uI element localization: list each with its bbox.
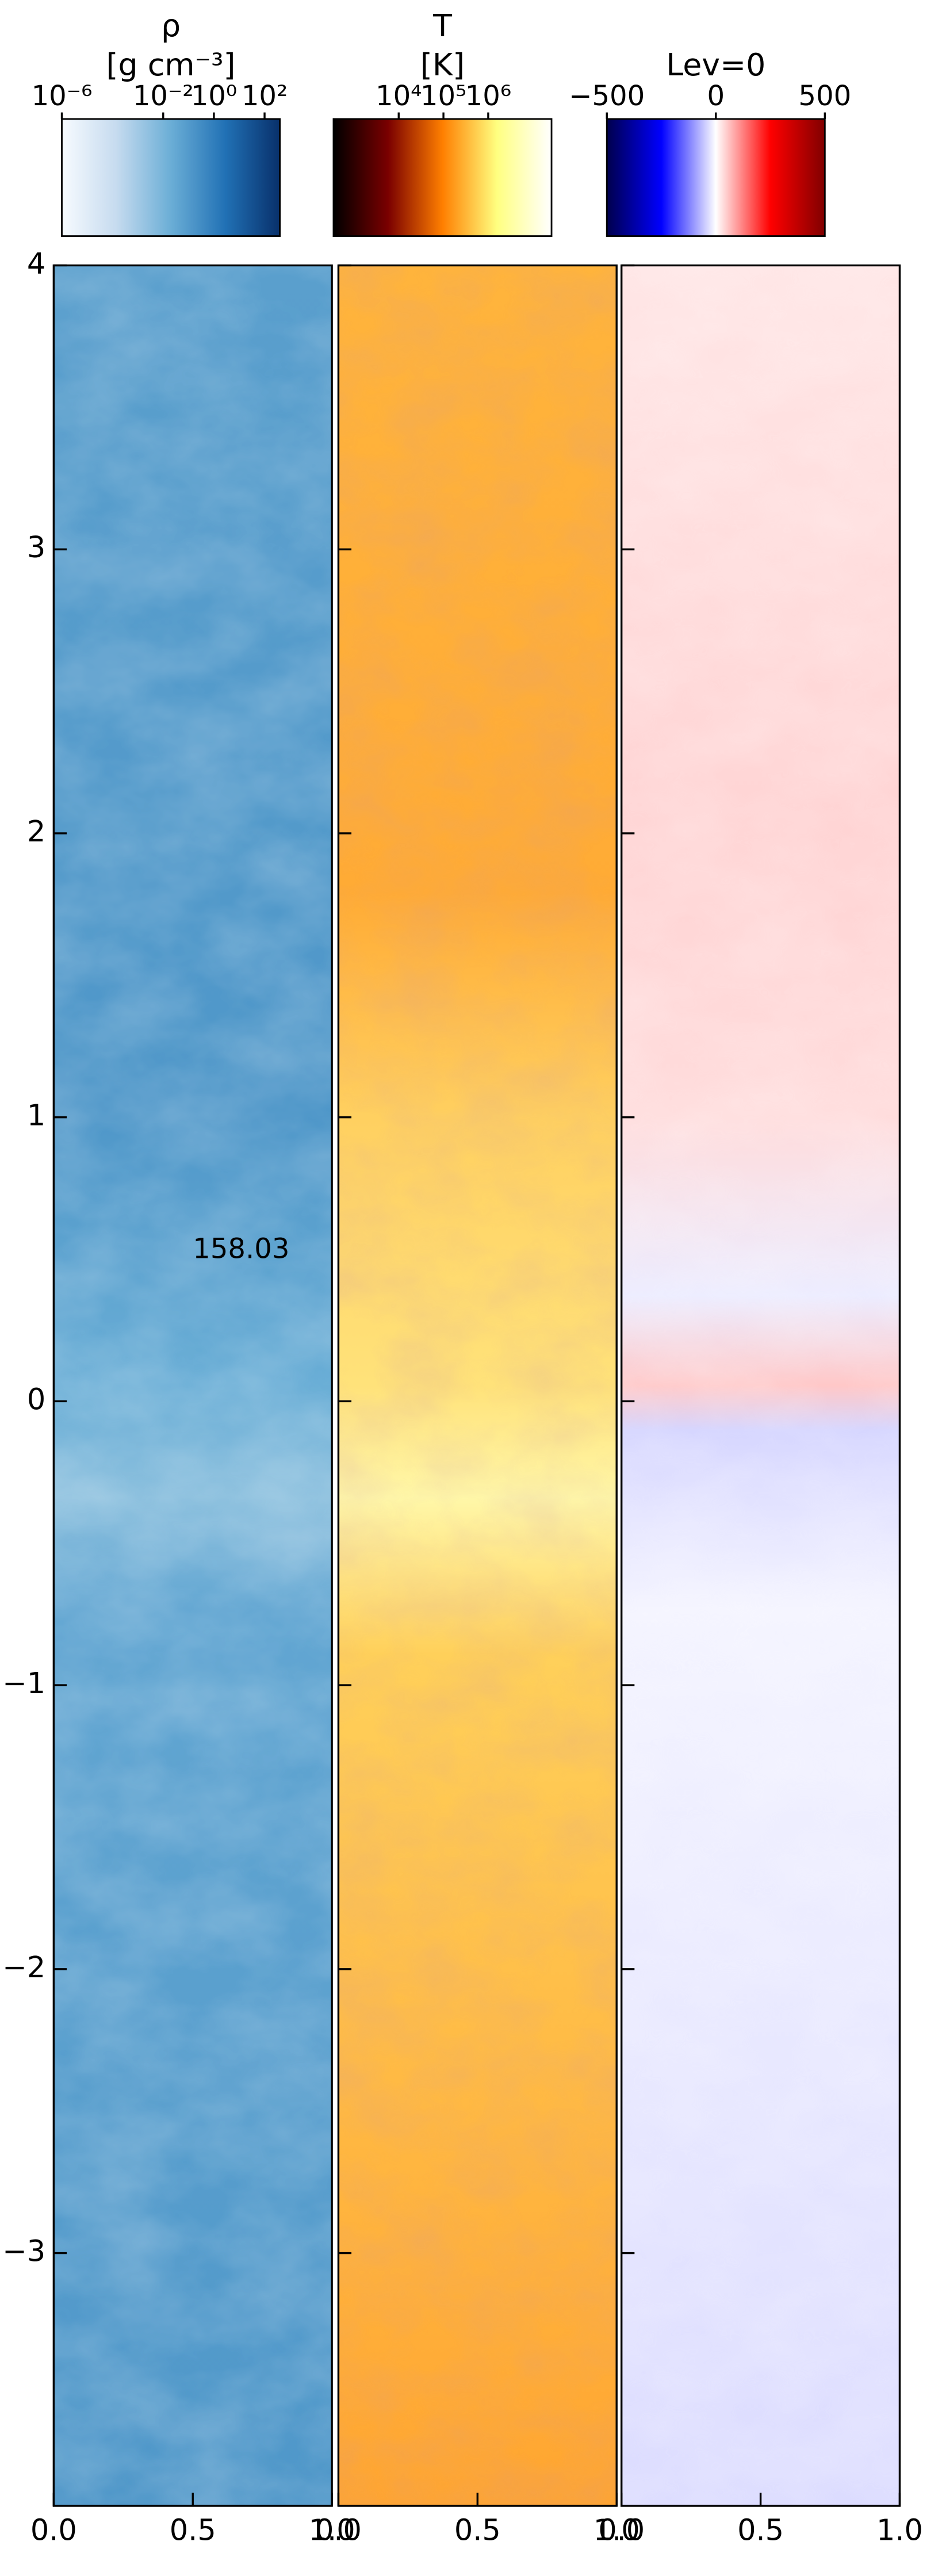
x-tick-label: 0.0: [598, 2513, 645, 2547]
colorbar-tick-label: 10⁵: [420, 80, 466, 112]
y-tick-label: 3: [27, 531, 45, 565]
x-tick-label: 0.5: [170, 2513, 216, 2547]
y-tick-label: −1: [2, 1667, 45, 1701]
colorbar-tick-label: 10⁻⁶: [32, 80, 93, 112]
y-tick-label: −2: [2, 1951, 45, 1985]
colorbar-label: [K]: [420, 47, 465, 83]
colorbar-tick-label: 0: [707, 80, 725, 112]
colorbar-tick-label: 10²: [242, 80, 288, 112]
x-tick-label: 0.0: [30, 2513, 77, 2547]
colorbar-tick-label: 500: [798, 80, 851, 112]
colorbar-label: [g cm⁻³]: [106, 47, 236, 83]
y-tick-label: 1: [27, 1099, 45, 1133]
colorbar-label: ρ: [161, 7, 181, 44]
field-texture: [621, 265, 900, 2506]
colorbar: [332, 118, 553, 237]
colorbar: [606, 118, 826, 237]
colorbar-tick-label: 10⁴: [376, 80, 422, 112]
panels: [52, 264, 901, 2507]
colorbar-tick-label: 10⁶: [465, 80, 511, 112]
y-tick-label: 2: [27, 815, 45, 849]
y-tick-label: −3: [2, 2235, 45, 2269]
field-texture: [53, 265, 332, 2506]
colorbar: [61, 118, 281, 237]
x-tick-label: 1.0: [309, 2513, 355, 2547]
annotation: 158.03: [193, 1233, 289, 1265]
colorbar-tick-label: −500: [569, 80, 645, 112]
colorbar-tick-label: 10⁰: [191, 80, 237, 112]
x-tick-label: 0.5: [737, 2513, 784, 2547]
field-texture: [338, 265, 617, 2506]
x-tick-label: 1.0: [593, 2513, 640, 2547]
colorbar-label: T: [432, 7, 452, 44]
x-tick-label: 0.5: [454, 2513, 501, 2547]
colorbar-tick-label: 10⁻²: [133, 80, 194, 112]
colorbar-label: Lev=0: [666, 47, 765, 83]
x-tick-label: 0.0: [315, 2513, 362, 2547]
y-tick-label: 4: [27, 247, 45, 281]
y-tick-label: 0: [27, 1383, 45, 1417]
x-tick-label: 1.0: [876, 2513, 923, 2547]
